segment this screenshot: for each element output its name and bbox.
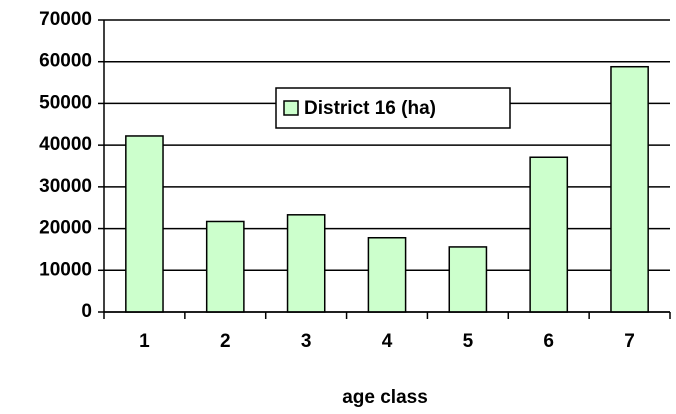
x-tick-label: 6 — [543, 331, 554, 352]
y-tick-label: 0 — [81, 301, 92, 322]
y-tick-label: 20000 — [39, 218, 92, 239]
bar — [529, 156, 569, 313]
y-tick-label: 60000 — [39, 51, 92, 72]
y-tick-label: 40000 — [39, 134, 92, 155]
bar — [367, 236, 407, 313]
legend-label: District 16 (ha) — [304, 98, 436, 119]
legend-swatch — [283, 100, 299, 116]
x-tick-label: 7 — [624, 331, 635, 352]
bar — [205, 220, 245, 313]
x-tick-label: 2 — [220, 331, 231, 352]
x-axis-label: age class — [342, 387, 428, 408]
x-tick-label: 1 — [139, 331, 150, 352]
y-tick-label: 10000 — [39, 259, 92, 280]
y-tick-label: 50000 — [39, 92, 92, 113]
y-tick-label: 70000 — [39, 9, 92, 30]
x-tick-label: 4 — [382, 331, 393, 352]
legend-box — [275, 87, 511, 129]
bar — [286, 214, 326, 313]
y-tick-label: 30000 — [39, 176, 92, 197]
x-tick-label: 3 — [301, 331, 312, 352]
bar — [125, 135, 164, 313]
bar — [610, 65, 649, 313]
bar — [448, 246, 488, 313]
x-tick-label: 5 — [463, 331, 474, 352]
